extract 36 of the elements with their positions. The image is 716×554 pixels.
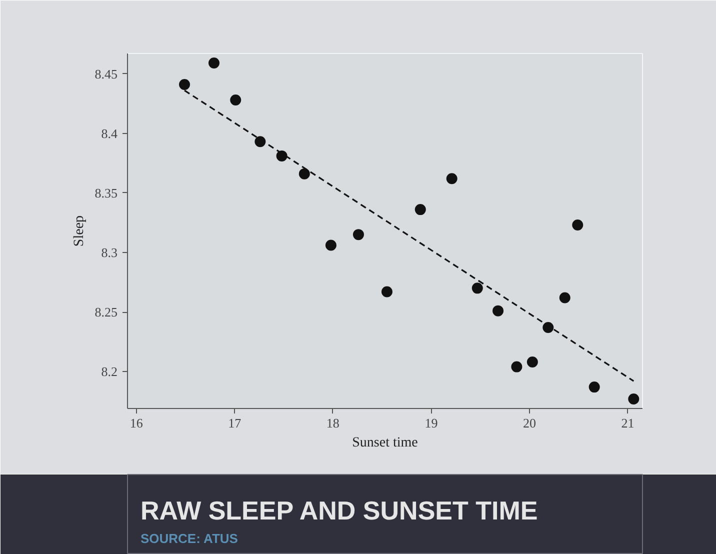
y-tick-label: 8.45 bbox=[94, 66, 118, 82]
point bbox=[446, 173, 458, 184]
x-tick-label: 18 bbox=[326, 416, 340, 430]
text: RAW SLEEP AND SUNSET TIME bbox=[140, 496, 538, 526]
point bbox=[381, 286, 392, 298]
x-tick-label: 17 bbox=[228, 416, 242, 430]
y-tick-label: 8.3 bbox=[101, 244, 118, 260]
point bbox=[492, 305, 504, 316]
x-axis-title: Sunset time bbox=[352, 436, 418, 450]
y-axis-title: Sleep bbox=[72, 215, 87, 247]
x-tick-label: 21 bbox=[621, 416, 634, 430]
x-tick-label: 16 bbox=[130, 416, 144, 430]
point bbox=[542, 322, 554, 333]
point bbox=[179, 78, 190, 90]
point bbox=[588, 382, 600, 393]
x-tick-label: 20 bbox=[522, 416, 536, 430]
point bbox=[572, 220, 584, 231]
y-tick-label: 8.2 bbox=[101, 364, 118, 380]
point bbox=[559, 292, 570, 304]
point bbox=[230, 94, 242, 106]
point bbox=[208, 58, 220, 69]
point bbox=[325, 240, 336, 251]
point bbox=[526, 356, 538, 368]
point bbox=[254, 136, 266, 148]
point bbox=[352, 229, 364, 240]
point bbox=[472, 282, 483, 294]
source-note: SOURCE: ATUS bbox=[140, 531, 238, 546]
point bbox=[628, 393, 640, 404]
y-tick-label: 8.4 bbox=[101, 126, 118, 141]
point bbox=[276, 150, 288, 162]
point bbox=[414, 204, 426, 216]
y-tick-label: 8.25 bbox=[94, 304, 118, 320]
point bbox=[511, 361, 522, 372]
x-tick-label: 19 bbox=[424, 416, 438, 430]
y-tick-label: 8.35 bbox=[94, 185, 118, 200]
point bbox=[298, 168, 310, 180]
